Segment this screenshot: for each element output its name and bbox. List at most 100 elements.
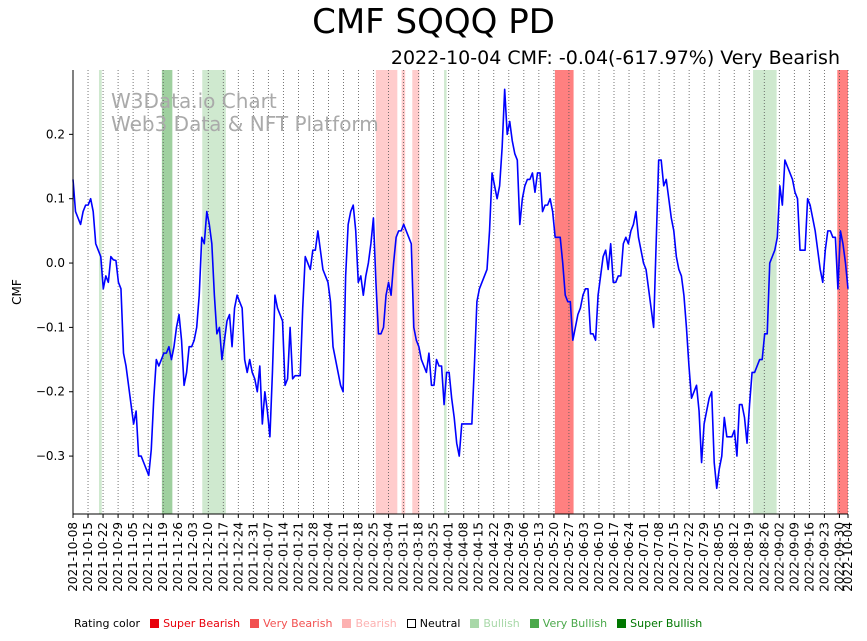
x-tick-label: 2021-12-24 (231, 522, 245, 592)
x-tick-label: 2021-11-19 (156, 522, 170, 592)
x-tick-label: 2022-08-26 (757, 522, 771, 592)
watermark-line-2: Web3 Data & NFT Platform (111, 112, 379, 136)
x-tick-label: 2022-01-07 (261, 522, 275, 592)
legend-label: Very Bullish (542, 617, 608, 630)
x-tick-label: 2021-12-17 (216, 522, 230, 592)
x-tick-label: 2022-02-04 (321, 522, 335, 592)
x-tick-label: 2022-02-11 (336, 522, 350, 592)
x-tick-label: 2022-09-02 (772, 522, 786, 592)
x-tick-label: 2021-10-29 (111, 522, 125, 592)
x-tick-label: 2022-06-03 (577, 522, 591, 592)
rating-band-bearish (412, 70, 420, 514)
x-tick-label: 2021-10-08 (66, 522, 80, 592)
x-tick-label: 2021-12-10 (201, 522, 215, 592)
legend-swatch (150, 619, 160, 628)
x-tick-label: 2021-11-26 (171, 522, 185, 592)
x-tick-label: 2022-06-17 (607, 522, 621, 592)
y-tick-label: 0.0 (46, 256, 65, 270)
legend-item-very-bearish: Very Bearish (250, 617, 332, 630)
legend-label: Super Bearish (163, 617, 241, 630)
x-tick-label: 2022-01-21 (291, 522, 305, 592)
legend-item-very-bullish: Very Bullish (529, 617, 608, 630)
x-tick-label: 2022-02-18 (352, 522, 366, 592)
x-tick-label: 2021-12-03 (186, 522, 200, 592)
legend-items: Super Bearish Very Bearish Bearish Neutral B… (140, 617, 702, 630)
y-tick-label: −0.3 (36, 449, 65, 463)
x-tick-label: 2022-03-04 (382, 522, 396, 592)
y-tick-label: 0.2 (46, 127, 65, 141)
x-tick-label: 2022-07-29 (697, 522, 711, 592)
legend-label: Bearish (355, 617, 397, 630)
x-tick-label: 2022-04-01 (442, 522, 456, 592)
x-tick-label: 2022-04-29 (502, 522, 516, 592)
x-tick-label: 2022-07-08 (652, 522, 666, 592)
x-tick-label: 2022-07-22 (682, 522, 696, 592)
chart-subtitle: 2022-10-04 CMF: -0.04(-617.97%) Very Bea… (390, 47, 840, 69)
legend-title: Rating color (74, 617, 141, 630)
rating-band-very-bearish (837, 70, 848, 514)
legend-swatch (406, 619, 416, 628)
x-tick-label: 2022-08-12 (727, 522, 741, 592)
x-tick-label: 2022-05-27 (562, 522, 576, 592)
watermark-line-1: W3Data.io Chart (111, 89, 277, 113)
x-tick-label: 2021-10-22 (96, 522, 110, 592)
cmf-series (72, 88, 849, 490)
legend-item-super-bearish: Super Bearish (150, 617, 240, 630)
x-tick-label: 2022-07-15 (667, 522, 681, 592)
x-tick-label: 2022-09-09 (787, 522, 801, 592)
rating-band-very-bullish (161, 70, 173, 514)
x-tick-label: 2022-04-22 (487, 522, 501, 592)
x-tick-label: 2022-01-28 (306, 522, 320, 592)
watermark: W3Data.io Chart Web3 Data & NFT Platform (111, 89, 379, 136)
x-tick-label: 2022-09-23 (817, 522, 831, 592)
legend-item-bearish: Bearish (342, 617, 397, 630)
x-tick-label: 2021-11-12 (141, 522, 155, 592)
x-tick-label: 2021-10-15 (81, 522, 95, 592)
rating-legend: Rating color Super Bearish Very Bearish Be… (74, 617, 702, 630)
legend-label: Super Bullish (630, 617, 703, 630)
x-tick-label: 2022-04-08 (457, 522, 471, 592)
legend-label: Neutral (419, 617, 461, 630)
x-tick-label: 2022-06-24 (622, 522, 636, 592)
x-tick-label: 2022-09-30 (832, 522, 846, 592)
cmf-line (72, 88, 849, 490)
x-ticks: 2021-10-08 2021-10-15 2021-10-22 2021-10-29… (66, 514, 855, 592)
legend-swatch (342, 619, 352, 628)
x-tick-label: 2022-05-20 (547, 522, 561, 592)
legend-swatch (529, 619, 539, 628)
x-tick-label: 2022-03-25 (427, 522, 441, 592)
x-tick-label: 2022-08-19 (742, 522, 756, 592)
rating-band-bullish (98, 70, 102, 514)
legend-item-bullish: Bullish (470, 617, 520, 630)
x-tick-label: 2022-08-05 (712, 522, 726, 592)
y-ticks: 0.2 0.1 0.0 −0.1 −0.2 −0.3 (36, 127, 73, 463)
y-axis-label: CMF (10, 279, 24, 305)
legend-label: Bullish (483, 617, 520, 630)
y-tick-label: −0.2 (36, 385, 65, 399)
x-tick-label: 2022-05-06 (517, 522, 531, 592)
x-tick-label: 2021-11-05 (126, 522, 140, 592)
legend-item-super-bullish: Super Bullish (617, 617, 702, 630)
x-tick-label: 2022-10-04 (841, 522, 855, 592)
legend-swatch (470, 619, 480, 628)
y-tick-label: 0.1 (46, 192, 65, 206)
x-tick-label: 2022-03-11 (397, 522, 411, 592)
chart-title: CMF SQQQ PD (312, 2, 555, 42)
x-tick-label: 2022-09-16 (802, 522, 816, 592)
legend-item-neutral: Neutral (406, 617, 461, 630)
x-tick-label: 2022-06-10 (592, 522, 606, 592)
x-tick-label: 2022-01-14 (276, 522, 290, 592)
x-tick-label: 2022-04-15 (472, 522, 486, 592)
rating-band-bullish (444, 70, 447, 514)
x-tick-label: 2021-12-31 (246, 522, 260, 592)
rating-band-bullish (753, 70, 777, 514)
x-tick-label: 2022-02-25 (367, 522, 381, 592)
legend-swatch (250, 619, 260, 628)
x-tick-label: 2022-03-18 (412, 522, 426, 592)
legend-label: Very Bearish (263, 617, 333, 630)
legend-swatch (617, 619, 627, 628)
x-tick-label: 2022-07-01 (637, 522, 651, 592)
y-tick-label: −0.1 (36, 320, 65, 334)
x-tick-label: 2022-05-13 (532, 522, 546, 592)
